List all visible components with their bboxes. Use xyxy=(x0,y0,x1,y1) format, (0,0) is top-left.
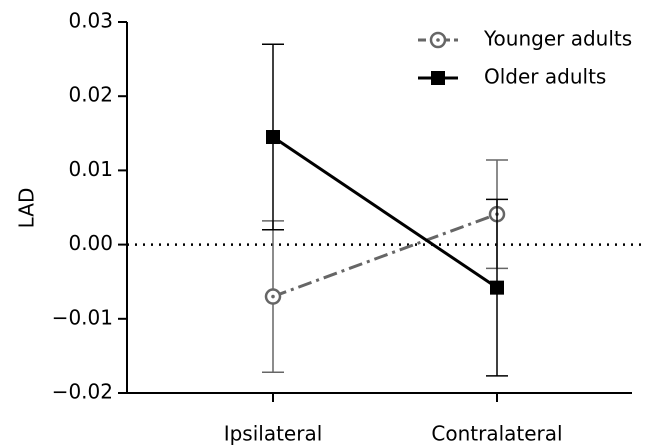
y-tick-label: 0.01 xyxy=(68,157,113,181)
legend-label: Older adults xyxy=(484,65,606,89)
x-tick-label: Ipsilateral xyxy=(224,422,323,445)
y-tick-label: 0.02 xyxy=(68,83,113,107)
y-tick-label: 0.03 xyxy=(68,9,113,33)
legend-marker-dot xyxy=(436,38,440,42)
legend-marker xyxy=(431,71,445,85)
marker-dot xyxy=(271,294,275,299)
y-axis-label: LAD xyxy=(15,188,39,229)
y-tick-label: 0.00 xyxy=(68,231,113,255)
series-line xyxy=(272,135,498,289)
x-tick-label: Contralateral xyxy=(431,422,562,445)
marker xyxy=(266,130,280,145)
legend-label: Younger adults xyxy=(483,27,632,51)
series-line xyxy=(272,212,498,298)
y-tick-label: −0.01 xyxy=(52,305,113,329)
marker xyxy=(490,280,504,295)
y-tick-label: −0.02 xyxy=(52,380,113,404)
